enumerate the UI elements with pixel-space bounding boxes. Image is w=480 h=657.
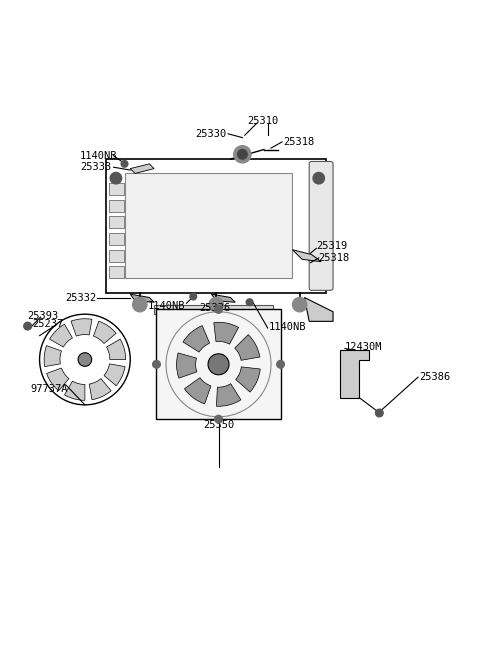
Text: 25332: 25332 [66,294,97,304]
FancyBboxPatch shape [309,162,333,290]
Text: 25330: 25330 [195,129,227,139]
Circle shape [209,298,223,312]
Wedge shape [183,326,210,352]
Wedge shape [235,334,260,360]
Text: 25310: 25310 [247,116,278,126]
Circle shape [234,146,251,163]
Polygon shape [340,350,369,397]
Text: 25318: 25318 [283,137,314,147]
Circle shape [190,293,197,300]
FancyBboxPatch shape [154,305,274,314]
Wedge shape [44,346,61,367]
FancyBboxPatch shape [109,250,124,261]
Text: 1140NB: 1140NB [269,321,306,332]
Circle shape [215,306,222,313]
Circle shape [110,172,121,184]
Polygon shape [211,294,235,302]
Text: 1140NB: 1140NB [148,301,185,311]
Wedge shape [236,367,260,392]
Text: 97737A: 97737A [30,384,68,394]
FancyBboxPatch shape [125,173,292,279]
Polygon shape [130,164,154,173]
Wedge shape [71,319,92,336]
Text: 1140NB: 1140NB [80,150,118,161]
Wedge shape [184,378,211,404]
Circle shape [292,298,307,312]
FancyBboxPatch shape [109,200,124,212]
Text: 25333: 25333 [80,162,111,172]
FancyBboxPatch shape [156,309,281,419]
Text: 12430M: 12430M [345,342,383,351]
Polygon shape [304,298,333,321]
Circle shape [208,353,229,374]
Circle shape [277,361,284,368]
Text: 25336: 25336 [200,304,231,313]
Wedge shape [177,353,197,378]
FancyBboxPatch shape [109,183,124,195]
Circle shape [375,409,383,417]
Wedge shape [107,339,126,359]
Circle shape [78,353,92,367]
Text: 25319: 25319 [316,241,348,252]
Text: 25393: 25393 [28,311,59,321]
Wedge shape [214,323,239,344]
Wedge shape [104,364,125,386]
Circle shape [121,160,128,167]
FancyBboxPatch shape [109,233,124,245]
Text: 25386: 25386 [419,372,450,382]
FancyBboxPatch shape [109,216,124,228]
Circle shape [246,299,253,306]
Polygon shape [130,294,154,302]
FancyBboxPatch shape [109,267,124,279]
Polygon shape [292,250,321,261]
Wedge shape [216,384,241,406]
Circle shape [132,298,147,312]
Wedge shape [47,368,69,391]
Circle shape [313,172,324,184]
Text: 25237: 25237 [33,319,64,328]
Text: 25350: 25350 [203,420,234,430]
Wedge shape [49,324,72,347]
Circle shape [24,323,32,330]
Text: 25318: 25318 [319,253,350,263]
Wedge shape [94,321,116,344]
Wedge shape [64,381,85,400]
Circle shape [238,150,247,159]
Wedge shape [89,378,111,399]
Circle shape [215,415,222,423]
Circle shape [153,361,160,368]
FancyBboxPatch shape [107,159,326,293]
